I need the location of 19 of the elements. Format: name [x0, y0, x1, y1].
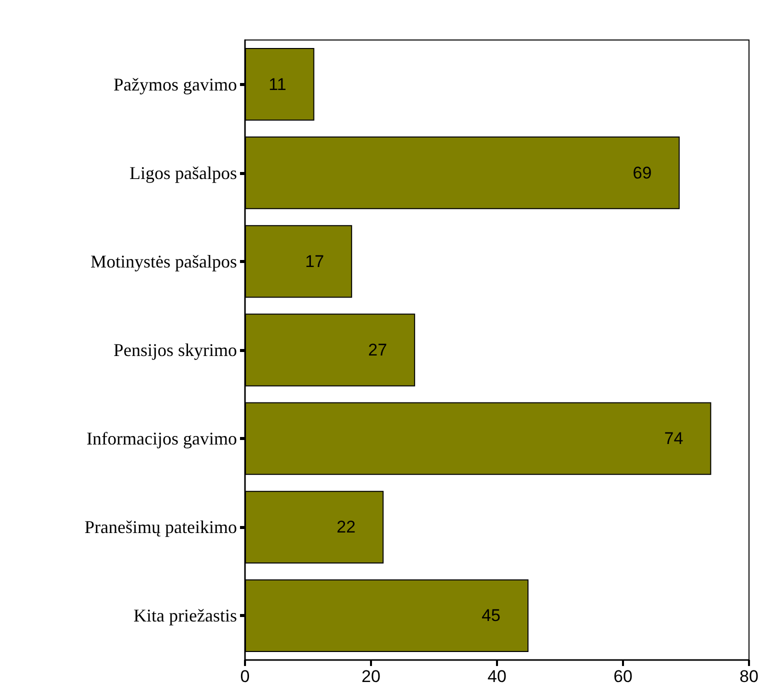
- x-tick-label: 60: [614, 667, 632, 686]
- x-tick-label: 80: [740, 667, 758, 686]
- data-label: 22: [336, 518, 356, 537]
- y-tick-label: Ligos pašalpos: [130, 162, 237, 183]
- data-label: 69: [632, 163, 652, 182]
- y-tick-label: Kita priežastis: [134, 606, 237, 626]
- y-tick-label: Pažymos gavimo: [114, 74, 237, 94]
- y-tick-label: Pranešimų pateikimo: [84, 517, 237, 538]
- x-tick-label: 20: [362, 667, 380, 686]
- x-tick-label: 0: [240, 667, 250, 686]
- data-label: 74: [664, 429, 684, 448]
- y-tick-label: Pensijos skyrimo: [113, 340, 237, 360]
- y-tick-label: Motinystės pašalpos: [90, 251, 237, 272]
- data-label: 45: [482, 606, 500, 626]
- data-label: 11: [268, 74, 286, 94]
- data-label: 27: [368, 340, 388, 360]
- y-tick-label: Informacijos gavimo: [86, 428, 237, 449]
- data-label: 17: [305, 252, 324, 271]
- x-tick-label: 40: [488, 667, 506, 686]
